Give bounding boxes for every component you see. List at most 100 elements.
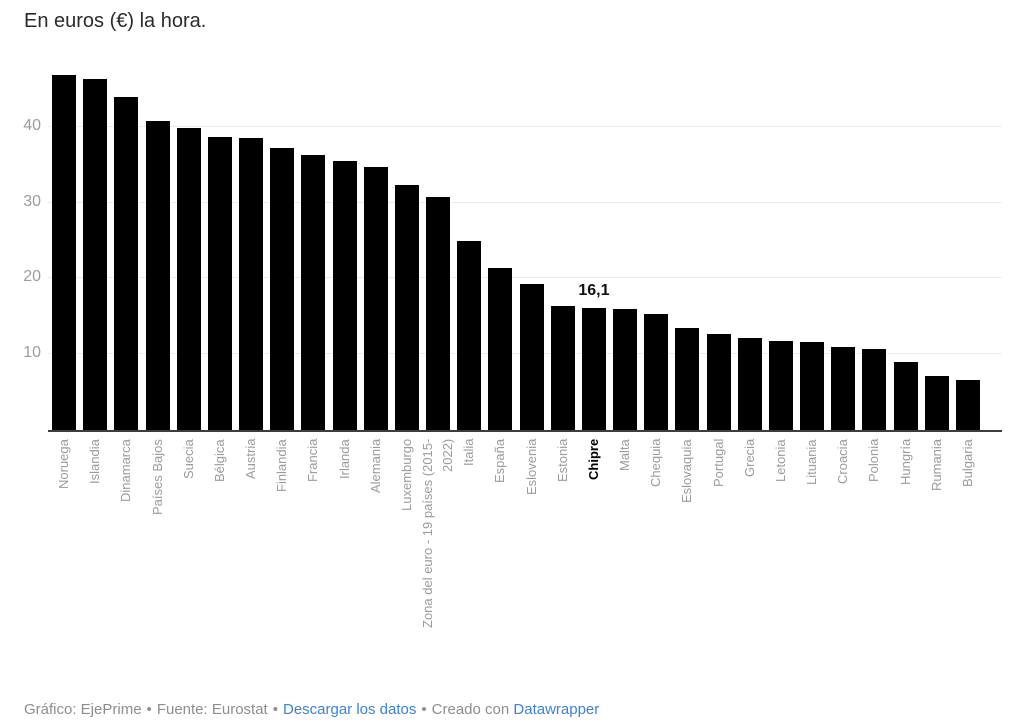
bar-group: Portugal [706,65,731,487]
bar-group: Lituania [800,65,825,485]
bar[interactable] [706,333,731,430]
footer: Gráfico: EjePrime • Fuente: Eurostat • Desca… [24,701,599,718]
bar[interactable] [394,185,419,430]
bar[interactable] [675,328,700,430]
bar-group: Hungría [893,65,918,485]
x-axis-label: Chequia [648,439,664,488]
x-axis-label: Suecia [180,439,196,479]
x-axis-label: Letonia [772,439,788,482]
bar-group: Bulgaria [955,65,980,487]
x-axis-label: Chipre [585,439,601,481]
x-axis-label: Islandia [87,439,103,484]
x-axis-label: Polonia [866,439,882,483]
bar-group: Luxemburgo [394,65,419,511]
bar-group: Grecia [737,65,762,477]
bar-group: Austria [239,65,264,479]
bar[interactable] [114,97,139,430]
x-axis-label: Zona del euro - 19 países (2015- 2022) [420,439,456,629]
x-axis-label: Dinamarca [118,439,134,502]
footer-separator: • [421,701,427,718]
bar[interactable] [426,197,451,430]
bar[interactable] [301,154,326,430]
bar[interactable] [955,379,980,430]
x-axis-label: Estonia [554,439,570,483]
gridline: 40 [23,117,1002,134]
x-axis-label: Eslovaquia [679,439,695,503]
bar[interactable] [519,283,544,430]
x-axis-label: Hungría [897,439,913,486]
bar[interactable] [145,121,170,430]
page-title: En euros (€) la hora. [24,10,207,32]
bar-group: Croacia [831,65,856,484]
bar-group: Chequia [644,65,669,487]
x-axis-label: Noruega [56,439,71,489]
bar[interactable] [862,348,887,430]
footer-created-with: Creado con [431,701,510,718]
download-data-link[interactable]: Descargar los datos [282,701,417,718]
bar-group: 16,1 Chipre [578,65,609,480]
x-axis-label: Países Bajos [149,439,165,515]
bar[interactable] [239,138,264,430]
bar-group: Francia [301,65,326,482]
bar-group: Dinamarca [114,65,139,502]
x-axis-label: Austria [243,439,259,480]
bar-group: Islandia [83,65,108,484]
bar-chart-plot-area: 10 20 30 40 Noruega Islandia Dinamarca Países … [23,65,1002,628]
bar-group: Eslovaquia [675,65,700,503]
bar[interactable] [924,376,949,430]
bar-group: Letonia [768,65,793,482]
bar[interactable] [488,267,513,430]
bar-group: Irlanda [332,65,357,479]
x-axis-label: Italia [461,439,477,467]
bar[interactable] [831,347,856,430]
x-axis-label: Finlandia [274,439,290,492]
bar-group: España [488,65,513,483]
y-tick-label: 10 [23,344,41,362]
x-axis-label: Malta [617,439,633,471]
bar[interactable] [332,160,357,430]
bar-group: Zona del euro - 19 países (2015- 2022) [420,65,455,628]
x-axis-label: Lituania [804,439,820,485]
bar-group: Malta [613,65,638,471]
bar-group: Rumania [924,65,949,491]
bar-group: Estonia [550,65,575,482]
datawrapper-link[interactable]: Datawrapper [513,701,600,718]
bar[interactable] [363,166,388,430]
bar-group: Italia [457,65,482,466]
footer-separator: • [272,701,278,718]
x-axis-label: Grecia [741,439,757,478]
y-tick-label: 30 [23,192,41,210]
bar[interactable] [457,241,482,430]
bar[interactable] [550,305,575,430]
x-axis-label: Francia [305,439,321,483]
bar[interactable] [52,75,76,430]
bar[interactable] [613,308,638,430]
bar-group: Suecia [176,65,201,479]
bar[interactable] [737,338,762,430]
x-axis-label: Eslovenia [523,439,539,496]
bar[interactable] [270,147,295,430]
bar[interactable] [800,342,825,430]
x-axis-label: Bélgica [211,439,227,482]
bar[interactable] [83,78,108,430]
bar[interactable] [893,361,918,430]
bar-group: Países Bajos [145,65,170,515]
bar-group: Finlandia [270,65,295,492]
bar[interactable] [644,314,669,430]
bar-group: Polonia [862,65,887,482]
x-axis-label: Portugal [710,439,726,488]
y-tick-label: 20 [23,268,41,286]
gridline: 20 [23,268,1002,285]
bar[interactable] [207,136,232,430]
bar-group: Alemania [363,65,388,493]
x-axis-label: Irlanda [336,439,352,479]
gridline: 30 [23,193,1002,210]
bar[interactable] [768,341,793,430]
bar[interactable] [176,128,201,430]
x-axis-label: Bulgaria [959,439,975,487]
bar-group: Noruega [52,65,76,489]
footer-byline: Gráfico: EjePrime [24,701,142,718]
bar-group: Bélgica [207,65,232,482]
bar-group: Eslovenia [519,65,544,495]
bar[interactable] [581,307,606,430]
